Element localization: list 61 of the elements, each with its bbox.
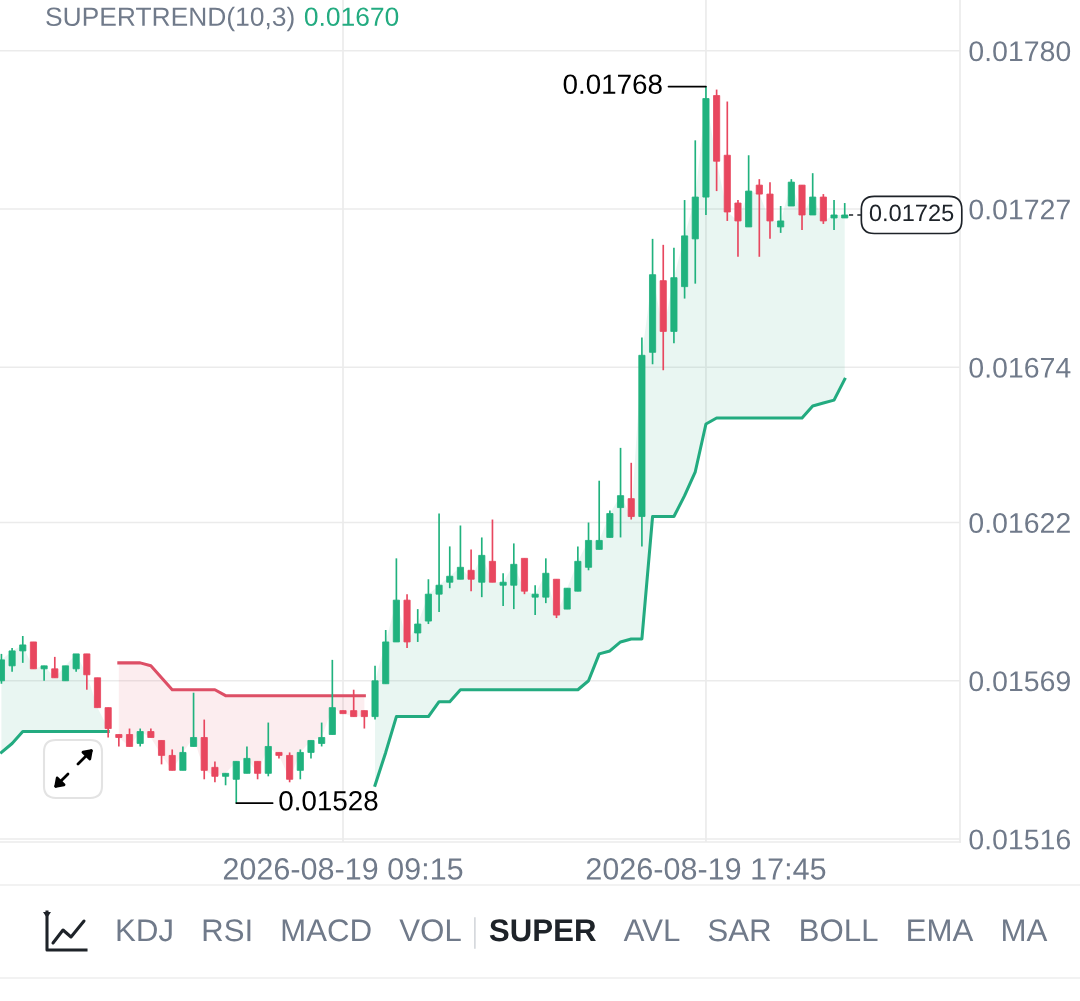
- candlestick: [211, 760, 219, 784]
- candlestick: [446, 545, 454, 590]
- candlestick: [755, 178, 763, 258]
- candlestick: [531, 584, 539, 616]
- text: SUPER: [489, 919, 596, 942]
- y-tick-label: 0.01622: [969, 512, 1070, 534]
- candlestick: [414, 608, 422, 643]
- candlestick: [19, 635, 27, 664]
- annotation: 0.01768: [563, 74, 662, 95]
- candlestick: [595, 479, 603, 551]
- candlestick: [777, 205, 785, 234]
- text: AVL: [623, 919, 680, 942]
- candlestick: [51, 656, 59, 679]
- candlestick: [40, 665, 48, 682]
- candlestick: [819, 193, 827, 225]
- candlestick: [243, 745, 251, 775]
- text: EMA: [908, 919, 974, 942]
- candlestick: [8, 647, 16, 673]
- candlestick: [734, 199, 742, 258]
- y-tick-label: 0.01727: [969, 199, 1070, 220]
- candlestick: [467, 548, 475, 593]
- candlestick: [542, 557, 550, 604]
- candlestick: [158, 739, 166, 766]
- x-tick-label: 2026-08-19 09:15: [223, 858, 463, 880]
- candlestick: [787, 178, 795, 207]
- candlestick: [617, 447, 625, 539]
- candlestick: [190, 691, 198, 748]
- candlestick: [830, 199, 838, 231]
- candlestick: [286, 751, 294, 784]
- candlestick: [83, 653, 91, 691]
- candlestick: [296, 748, 304, 781]
- candlestick: [179, 745, 187, 772]
- y-tick-label: 0.01569: [969, 671, 1070, 692]
- text: RSI: [203, 919, 251, 942]
- candlestick: [499, 572, 507, 607]
- text: VOL: [399, 919, 461, 942]
- text: MACD: [282, 919, 371, 942]
- candlestick: [104, 706, 112, 739]
- annotation: 0.01670: [304, 7, 399, 27]
- candlestick: [488, 518, 496, 584]
- text: SAR: [708, 919, 771, 942]
- text: KDJ: [117, 919, 172, 942]
- y-tick-label: 0.01780: [969, 41, 1071, 62]
- candlestick: [563, 587, 571, 610]
- candlestick: [318, 721, 326, 748]
- annotation: 0.01528: [279, 790, 378, 811]
- candlestick: [168, 748, 176, 772]
- x-tick-label: 2026-08-19 17:45: [586, 858, 826, 880]
- y-tick-label: 0.01674: [969, 357, 1071, 378]
- y-tick-label: 0.01516: [969, 829, 1070, 850]
- candlestick: [510, 542, 518, 610]
- candlestick: [456, 524, 464, 581]
- text: BOLL: [801, 919, 878, 942]
- candlestick: [627, 461, 635, 521]
- candlestick: [435, 512, 443, 613]
- ref-line-label: 0.01725: [869, 204, 954, 222]
- candlestick: [809, 172, 817, 216]
- candlestick: [606, 509, 614, 539]
- text: MA: [1003, 919, 1048, 942]
- chart-title: SUPERTREND(10,3): [46, 6, 294, 32]
- candlestick: [232, 760, 240, 805]
